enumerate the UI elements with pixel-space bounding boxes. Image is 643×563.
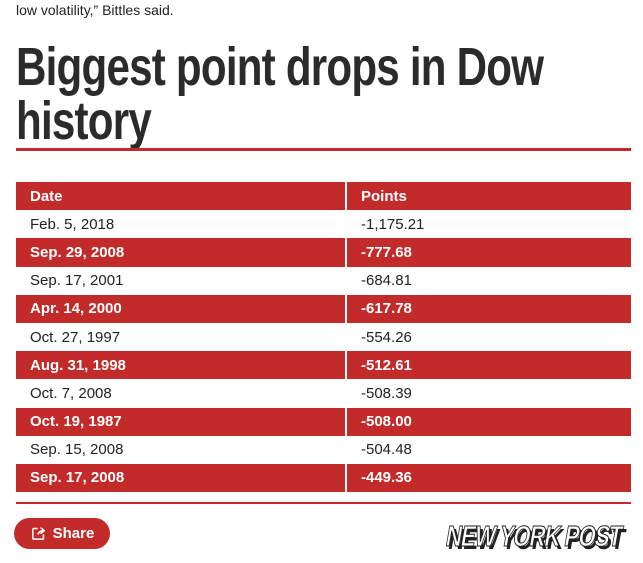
svg-text:NEW YORK POST: NEW YORK POST (446, 519, 626, 552)
